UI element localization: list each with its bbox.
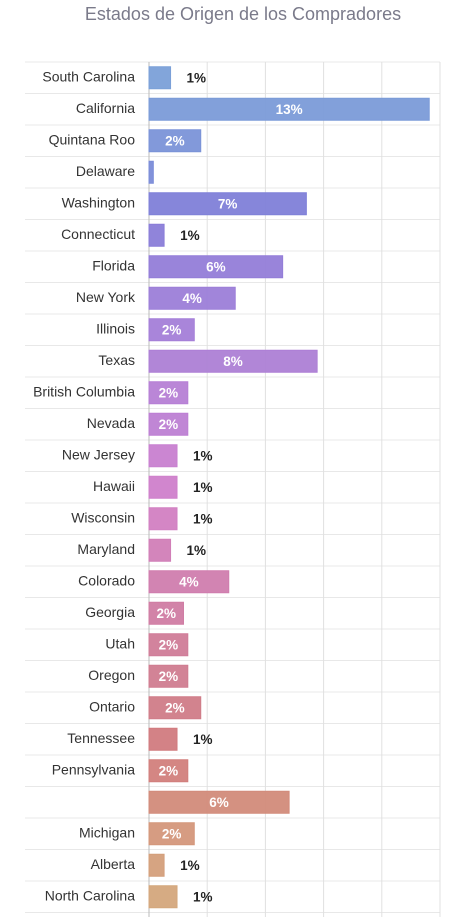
value-label: 1% — [187, 543, 207, 558]
y-tick-label: Nevada — [87, 415, 135, 431]
y-tick-label: Illinois — [96, 320, 135, 336]
y-tick-label: Ontario — [89, 698, 135, 714]
value-label: 1% — [180, 858, 200, 873]
y-tick-label: Michigan — [79, 824, 135, 840]
value-label: 2% — [165, 700, 185, 715]
y-tick-label: New Jersey — [62, 446, 135, 462]
value-label: 6% — [206, 259, 226, 274]
value-label: 4% — [182, 291, 202, 306]
bar — [148, 507, 178, 531]
bar — [148, 570, 230, 594]
value-label: 1% — [193, 480, 213, 495]
y-tick-label: Utah — [105, 635, 135, 651]
value-label: 2% — [156, 606, 176, 621]
bar — [148, 696, 202, 720]
y-tick-label: British Columbia — [33, 383, 135, 399]
value-label: 4% — [179, 574, 199, 589]
value-label: 2% — [159, 669, 179, 684]
bar — [148, 538, 172, 562]
bar — [148, 790, 290, 814]
y-tick-label: Washington — [62, 194, 135, 210]
value-label: 7% — [218, 196, 238, 211]
bar — [148, 286, 236, 310]
y-tick-label: Georgia — [85, 604, 135, 620]
y-tick-label: North Carolina — [45, 887, 135, 903]
bar — [148, 381, 189, 405]
bar — [148, 885, 178, 909]
value-label: 1% — [180, 228, 200, 243]
y-tick-label: Wisconsin — [71, 509, 135, 525]
bar — [148, 349, 318, 373]
y-tick-label: Colorado — [78, 572, 135, 588]
y-tick-label: Maryland — [77, 541, 135, 557]
value-label: 1% — [193, 448, 213, 463]
value-label: 1% — [187, 70, 207, 85]
bar — [148, 129, 202, 153]
bar — [148, 664, 189, 688]
bar — [148, 601, 184, 625]
bar — [148, 97, 430, 121]
y-tick-label: Tennessee — [67, 730, 135, 746]
y-tick-label: Florida — [92, 257, 135, 273]
value-label: 2% — [159, 637, 179, 652]
bar — [148, 633, 189, 657]
y-tick-label: Texas — [98, 352, 135, 368]
bar — [148, 192, 307, 216]
y-tick-label: South Carolina — [42, 68, 135, 84]
bar — [148, 727, 178, 751]
value-label: 1% — [193, 732, 213, 747]
bar — [148, 318, 195, 342]
bar — [148, 255, 284, 279]
y-tick-label: Quintana Roo — [49, 131, 136, 147]
value-label: 6% — [209, 795, 229, 810]
bar — [148, 759, 189, 783]
y-tick-label: New York — [76, 289, 136, 305]
value-label: 2% — [159, 417, 179, 432]
bar — [148, 444, 178, 468]
y-tick-label: Alberta — [91, 856, 136, 872]
y-tick-label: Connecticut — [61, 226, 135, 242]
value-label: 2% — [162, 826, 182, 841]
value-label: 2% — [159, 763, 179, 778]
bar — [148, 822, 195, 846]
value-label: 8% — [223, 354, 243, 369]
value-label: 1% — [193, 889, 213, 904]
bar — [148, 66, 172, 90]
y-tick-label: Pennsylvania — [52, 761, 135, 777]
value-label: 2% — [159, 385, 179, 400]
bar — [148, 853, 165, 877]
y-tick-label: Hawaii — [93, 478, 135, 494]
value-label: 2% — [162, 322, 182, 337]
y-tick-label: Oregon — [88, 667, 135, 683]
bar — [148, 475, 178, 499]
bar — [148, 160, 154, 184]
value-label: 13% — [276, 102, 303, 117]
value-label: 1% — [193, 511, 213, 526]
value-label: 2% — [165, 133, 185, 148]
y-tick-label: Delaware — [76, 163, 135, 179]
bar — [148, 223, 165, 247]
y-tick-label: California — [76, 100, 135, 116]
chart-title: Estados de Origen de los Compradores — [85, 4, 401, 24]
bar — [148, 412, 189, 436]
